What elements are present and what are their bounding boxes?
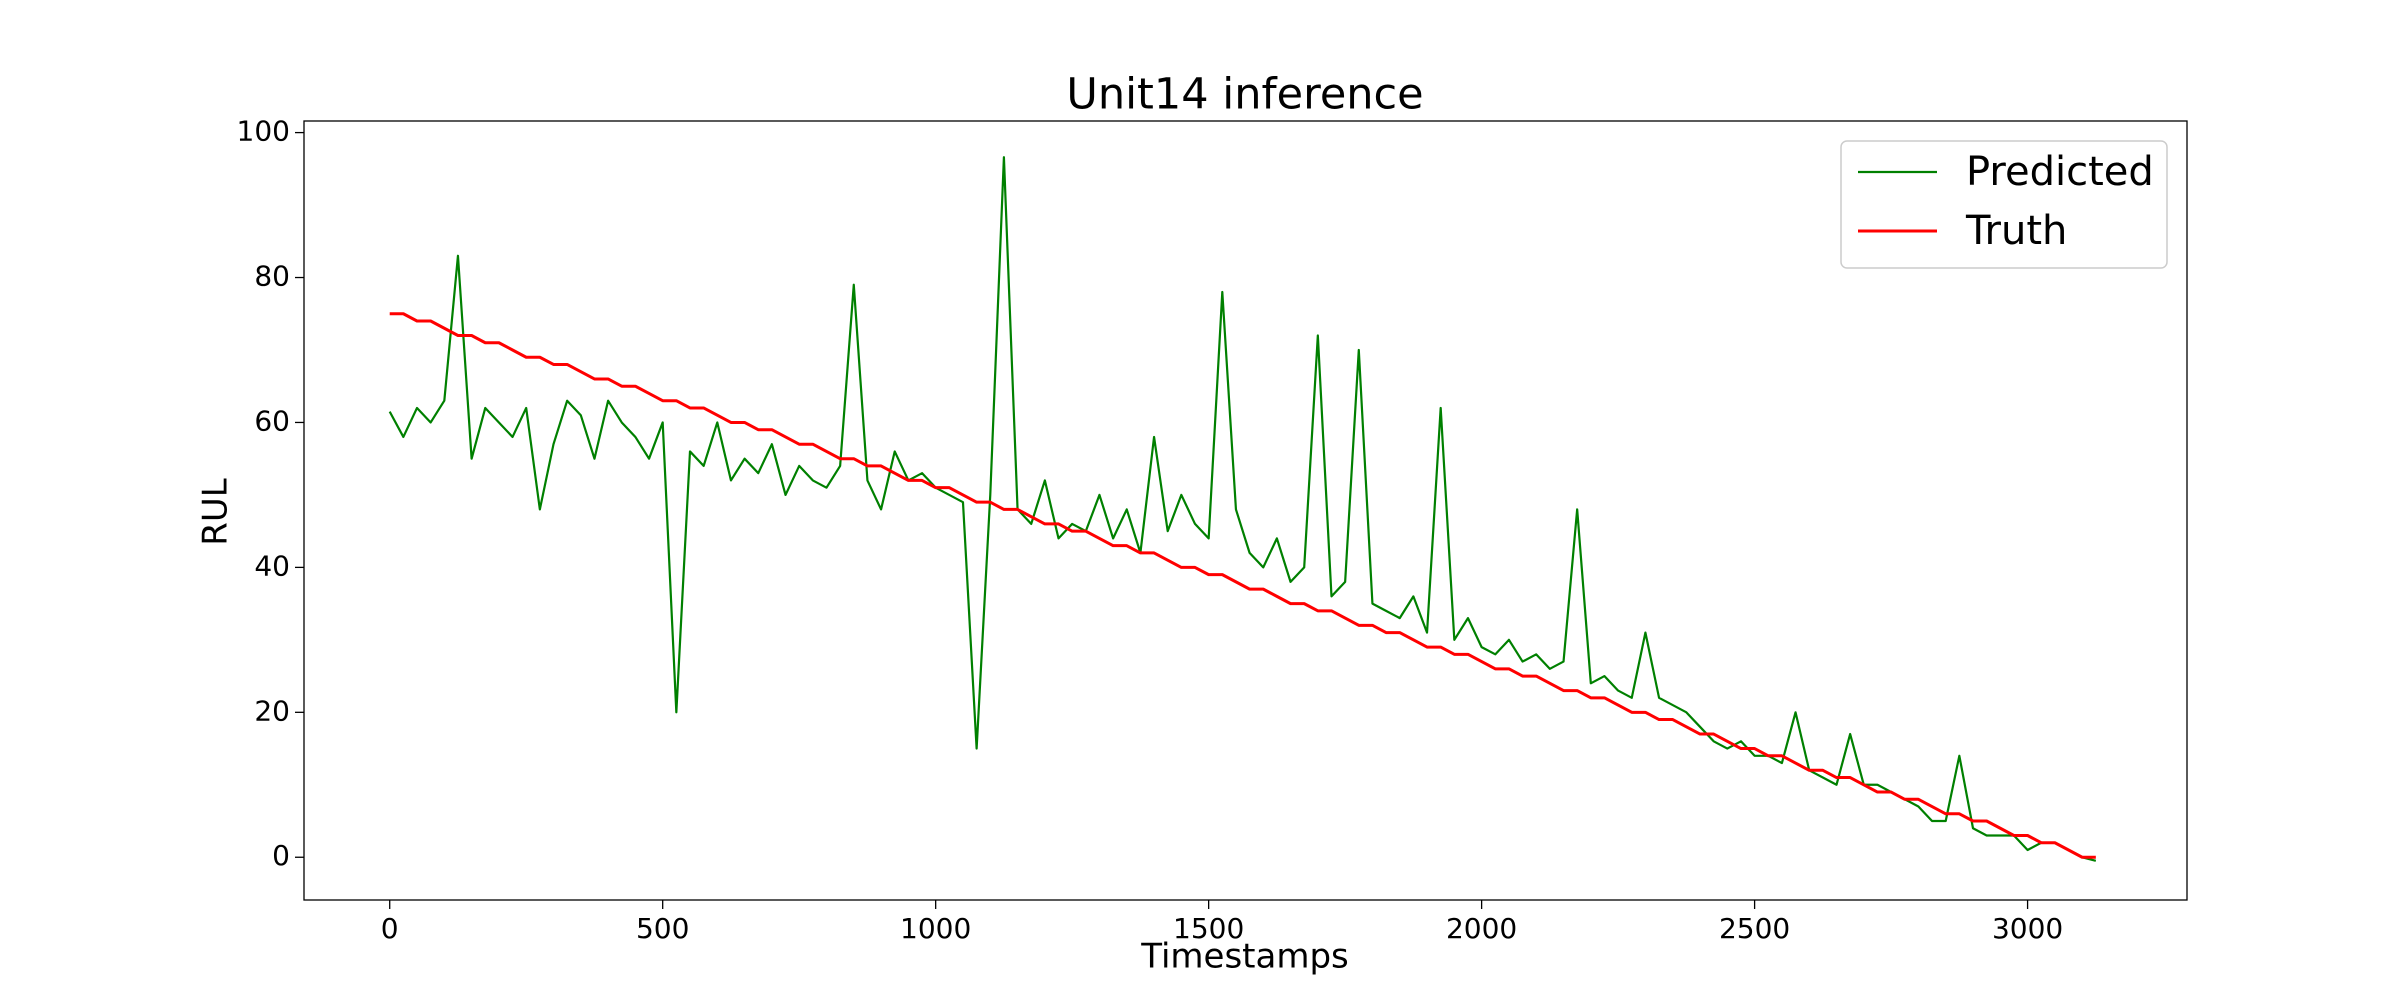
y-tick-label: 40 bbox=[254, 549, 290, 582]
x-tick-label: 500 bbox=[636, 912, 689, 945]
y-tick-label: 80 bbox=[254, 260, 290, 293]
x-axis-label: Timestamps bbox=[1140, 937, 1349, 977]
y-tick-label: 60 bbox=[254, 404, 290, 437]
x-tick-label: 1500 bbox=[1173, 912, 1244, 945]
y-tick-label: 0 bbox=[272, 839, 290, 872]
x-tick-label: 2000 bbox=[1446, 912, 1517, 945]
x-tick-label: 1000 bbox=[900, 912, 971, 945]
x-tick-label: 0 bbox=[381, 912, 399, 945]
legend-label: Predicted bbox=[1966, 149, 2154, 195]
x-tick-label: 2500 bbox=[1719, 912, 1790, 945]
y-axis-label: RUL bbox=[196, 478, 236, 546]
x-tick-label: 3000 bbox=[1992, 912, 2063, 945]
chart-title: Unit14 inference bbox=[1066, 70, 1423, 120]
legend-label: Truth bbox=[1965, 208, 2067, 254]
legend: Predicted Truth bbox=[1840, 140, 2168, 269]
y-tick-label: 20 bbox=[254, 694, 290, 727]
y-tick-label: 100 bbox=[237, 115, 290, 148]
data-line bbox=[389, 312, 2096, 859]
data-line bbox=[388, 156, 2097, 862]
plot-frame bbox=[303, 120, 2188, 901]
